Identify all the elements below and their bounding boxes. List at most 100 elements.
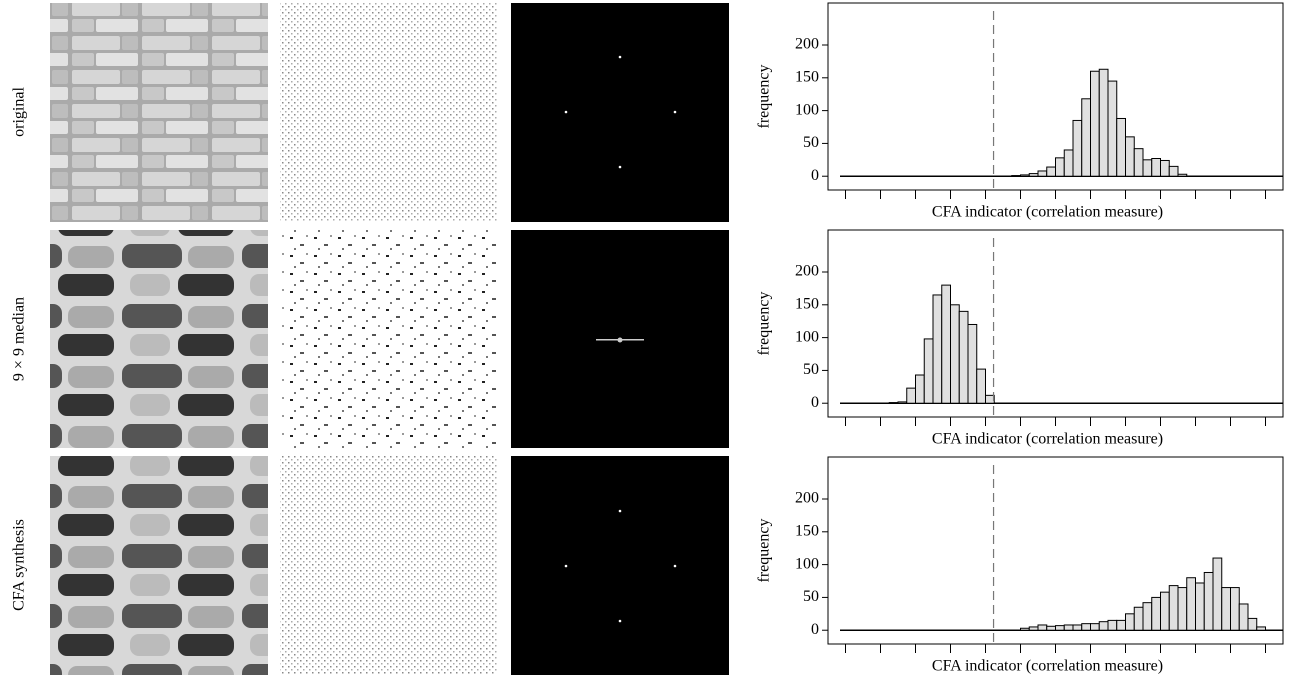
histogram-bar	[1046, 166, 1056, 177]
y-axis-label: frequency	[756, 519, 773, 583]
y-tick-label: 100	[795, 101, 819, 118]
histogram-bar	[1151, 596, 1161, 631]
row-label: 9 × 9 median	[11, 297, 28, 381]
histogram-bar	[1072, 624, 1083, 631]
histogram-bar	[950, 304, 960, 404]
plot-frame	[827, 229, 1284, 418]
histogram-bar	[1177, 173, 1188, 177]
histogram-bar	[1020, 174, 1030, 177]
y-axis-label: frequency	[756, 65, 773, 129]
histogram-bar	[897, 401, 908, 404]
histogram-bar	[1063, 624, 1074, 631]
histogram-bar	[1046, 625, 1056, 631]
histogram-bar	[976, 368, 986, 404]
histogram-bar	[1063, 149, 1074, 177]
y-axis-label: frequency	[756, 292, 773, 356]
y-tick-label: 50	[803, 134, 819, 151]
y-tick-label: 150	[795, 295, 819, 312]
histogram-bar	[1256, 626, 1266, 631]
histogram-bar	[906, 387, 916, 404]
histogram-bar	[1037, 170, 1048, 177]
y-tick-label: 150	[795, 68, 819, 85]
y-tick-label: 100	[795, 328, 819, 345]
histogram-bar	[1028, 626, 1039, 631]
histogram-bar	[1125, 136, 1135, 177]
histogram-chart: 0 50 100 150 200 frequency CFA indicator (corr…	[756, 229, 1284, 448]
y-tick-label: 50	[803, 361, 819, 378]
image	[50, 456, 268, 675]
histogram-bar	[1116, 117, 1126, 177]
y-tick-label: 200	[795, 490, 819, 507]
y-tick-label: 200	[795, 36, 819, 53]
spectrum-peaks	[564, 55, 677, 169]
histogram-bar	[1081, 623, 1091, 631]
histogram-bar	[932, 294, 943, 404]
y-tick-label: 0	[811, 394, 819, 411]
spectrum-peaks	[596, 337, 644, 343]
histogram-bar	[1195, 582, 1205, 631]
image	[511, 3, 729, 222]
histogram-chart: 0 50 100 150 200 frequency CFA indicator (corr…	[756, 456, 1284, 675]
histogram-bar	[1011, 175, 1021, 177]
histogram-bar	[985, 394, 995, 404]
histogram-bar	[967, 323, 978, 404]
image	[50, 230, 268, 448]
histogram-bar	[1168, 585, 1179, 631]
histogram-bar	[1098, 621, 1109, 631]
histogram-bar	[1107, 80, 1118, 177]
histogram-bar	[1055, 625, 1065, 631]
histogram-bar	[1160, 591, 1170, 631]
y-tick-label: 200	[795, 263, 819, 280]
histogram-bar	[1133, 148, 1144, 177]
row-label: CFA synthesis	[11, 519, 28, 611]
histogram-bar	[1133, 606, 1144, 631]
spectrum-peaks	[564, 509, 677, 623]
histogram-bar	[1238, 603, 1249, 631]
image	[50, 3, 268, 222]
histogram-chart: 0 50 100 150 200 frequency CFA indicator (corr…	[756, 2, 1284, 221]
histogram-bar	[1116, 619, 1126, 631]
y-tick-label: 0	[811, 621, 819, 638]
histogram-bar	[958, 310, 969, 404]
histogram-bar	[1098, 68, 1109, 177]
image	[280, 3, 498, 222]
histogram-bar	[1168, 165, 1179, 177]
histogram-bar	[1212, 557, 1223, 631]
image	[280, 456, 498, 675]
histogram-bar	[1230, 587, 1240, 631]
y-tick-label: 150	[795, 522, 819, 539]
histogram-bar	[1177, 587, 1188, 631]
histogram-bar	[1090, 623, 1100, 631]
histogram-bar	[888, 402, 899, 404]
image-grid	[50, 3, 729, 675]
histogram-bar	[1221, 587, 1231, 631]
histogram-bar	[1142, 602, 1153, 631]
x-axis-label: CFA indicator (correlation measure)	[932, 658, 1163, 675]
y-tick-label: 0	[811, 167, 819, 184]
histogram-bar	[1037, 624, 1048, 631]
histogram-bar	[1020, 627, 1030, 631]
histogram-bar	[1090, 70, 1100, 177]
histogram-bar	[1160, 159, 1170, 177]
histogram-bar	[1203, 571, 1214, 631]
y-tick-label: 100	[795, 555, 819, 572]
histogram-bar	[915, 374, 925, 404]
histogram-bar	[1142, 159, 1153, 177]
histogram-bar	[1125, 613, 1135, 631]
histogram-bar	[1247, 617, 1258, 631]
histogram-bar	[1107, 619, 1118, 631]
histogram-bar	[1151, 158, 1161, 177]
y-tick-label: 50	[803, 588, 819, 605]
image	[280, 230, 498, 448]
histogram-bar	[1186, 577, 1196, 631]
image	[511, 456, 729, 675]
x-axis-label: CFA indicator (correlation measure)	[932, 431, 1163, 448]
histogram-bar	[1081, 98, 1091, 177]
histogram-bar	[1055, 157, 1065, 177]
histogram-bar	[1028, 173, 1039, 177]
x-axis-label: CFA indicator (correlation measure)	[932, 204, 1163, 221]
histogram-bar	[1072, 119, 1083, 177]
row-label: original	[11, 87, 28, 137]
